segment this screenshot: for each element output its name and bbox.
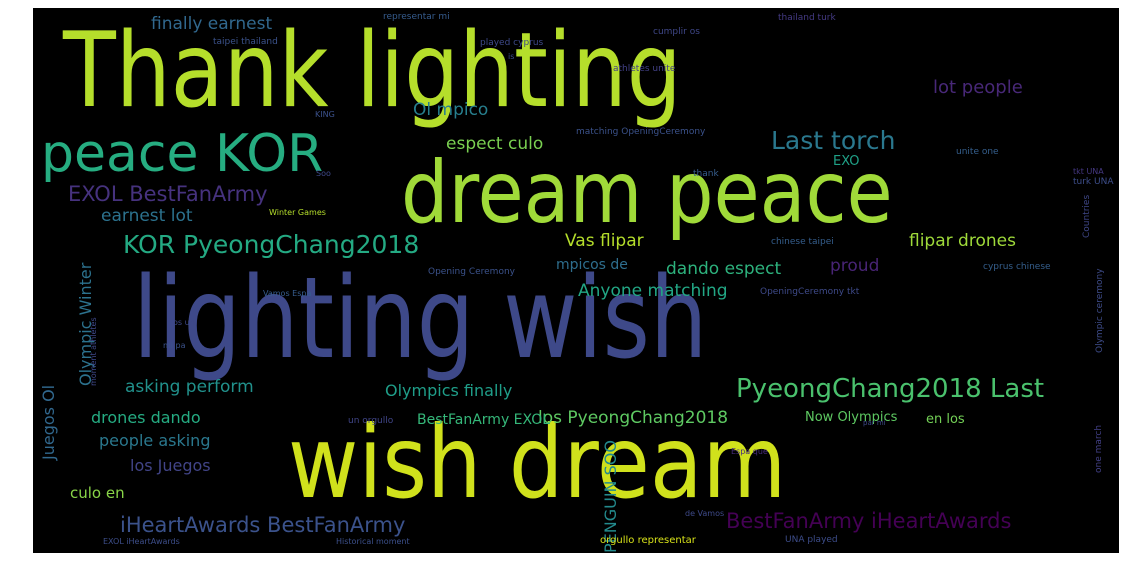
- word-exol-bestfanarmy: EXOL BestFanArmy: [68, 182, 268, 206]
- word-representar-mi: representar mi: [383, 12, 450, 22]
- word-drones-dando: asking perform: [125, 377, 254, 397]
- word-winter-games: Winter Games: [269, 208, 326, 217]
- word-played-cyprus: played cyprus: [480, 38, 544, 48]
- word-espa-que: Espa que: [731, 447, 768, 456]
- word-bestfanarmy-iheartawards: BestFanArmy iHeartAwards: [726, 509, 1012, 533]
- word-people-asking: los PyeongChang2018: [538, 408, 729, 428]
- word-historical-moment: Historical moment: [336, 537, 410, 546]
- word-thank-lighting: Thank lighting: [63, 11, 682, 131]
- word-opening-ceremony: Opening Ceremony: [428, 267, 515, 277]
- word-bestfanarmy-exol: drones dando: [91, 408, 201, 427]
- word-thailand-turk: thailand turk: [778, 13, 836, 23]
- word-de-vamos: de Vamos: [685, 509, 725, 518]
- word-now-olympics: culo en: [70, 484, 125, 502]
- word-iheartawards-bestfanarmy: iHeartAwards BestFanArmy: [120, 513, 406, 537]
- word-anyone-matching: Anyone matching: [578, 281, 728, 301]
- word-cyprus-chinese: cyprus chinese: [983, 262, 1051, 272]
- word-lighting-wish: lighting wish: [133, 254, 708, 384]
- word-orgullo-representar: orgullo representar: [600, 535, 696, 546]
- word-dando-espect: dando espect: [666, 259, 782, 279]
- word-penguin-soo: EXO: [833, 154, 860, 169]
- word-last-torch: Last torch: [771, 126, 896, 155]
- word-unite-one: unite one: [956, 147, 999, 157]
- word-turk-una: turk UNA: [1073, 177, 1114, 187]
- word-matching-openingceremony: matching OpeningCeremony: [576, 127, 706, 137]
- word-is: is: [508, 52, 515, 61]
- word-one-march: one march: [1094, 424, 1104, 473]
- word-exol-iheartawards: EXOL iHeartAwards: [103, 537, 180, 546]
- word-cloud: Thank lighting dream peace lighting wish…: [33, 8, 1119, 553]
- word-juegos-ol: Now Olympics: [805, 410, 898, 425]
- word-lot-people: lot people: [933, 77, 1023, 98]
- word-athletes-unite: athletes unite: [613, 64, 676, 74]
- word-los-pyeongchang2018: Olympics finally: [385, 381, 513, 400]
- word-taipei-thailand: taipei thailand: [213, 37, 278, 47]
- word-earnest-lot: earnest lot: [101, 206, 193, 226]
- word-dream-peace: dream peace: [401, 143, 893, 243]
- word-thank: thank: [693, 169, 719, 179]
- word-una-played: UNA played: [785, 535, 838, 545]
- word-olympic-ceremony: Olympic ceremony: [1095, 268, 1105, 353]
- word-mpicos-de: mpicos de: [556, 257, 628, 273]
- word-los-juegos: BestFanArmy EXOL: [417, 412, 551, 428]
- word-par-mi: par mi: [863, 419, 886, 427]
- word-pyeongchang2018-last: PyeongChang2018 Last: [736, 374, 1045, 404]
- word-kor-pyeongchang2018: KOR PyeongChang2018: [123, 230, 420, 259]
- word-un-orgullo: un orgullo: [348, 416, 394, 426]
- word-espect-culo: espect culo: [446, 134, 544, 154]
- word-countries: Countries: [1082, 194, 1092, 238]
- word-olympics-finally: Juegos Ol: [39, 384, 58, 460]
- word-kinq: KING: [315, 110, 335, 119]
- word-finally-earnest: finally earnest: [151, 14, 273, 34]
- word-moment-athletes: moment athletes: [89, 317, 98, 386]
- word-olympic-winter: en los: [926, 412, 965, 427]
- word-os-un: os un: [173, 318, 195, 327]
- word-en-los: los Juegos: [130, 456, 211, 475]
- word-openingceremony-tkt: OpeningCeremony tkt: [760, 287, 860, 297]
- word-wish-dream: wish dream: [288, 404, 787, 521]
- word-cumplir-os: cumplir os: [653, 27, 700, 37]
- word-chinese-taipei: chinese taipei: [771, 237, 834, 247]
- word-proud: proud: [830, 256, 880, 276]
- word-peace-kor: peace KOR: [41, 124, 324, 184]
- word-vas-flipar: Vas flipar: [565, 231, 644, 251]
- word-mi-pa: mi pa: [163, 341, 186, 350]
- word-culo-en: people asking: [99, 431, 211, 450]
- word-ol-mpico: Ol mpico: [413, 100, 489, 120]
- word-tkt-una: tkt UNA: [1073, 167, 1104, 176]
- word-soo: Soo: [316, 169, 331, 178]
- word-flipar-drones: flipar drones: [909, 231, 1016, 251]
- word-vamos-espa: Vamos Espa: [263, 289, 312, 298]
